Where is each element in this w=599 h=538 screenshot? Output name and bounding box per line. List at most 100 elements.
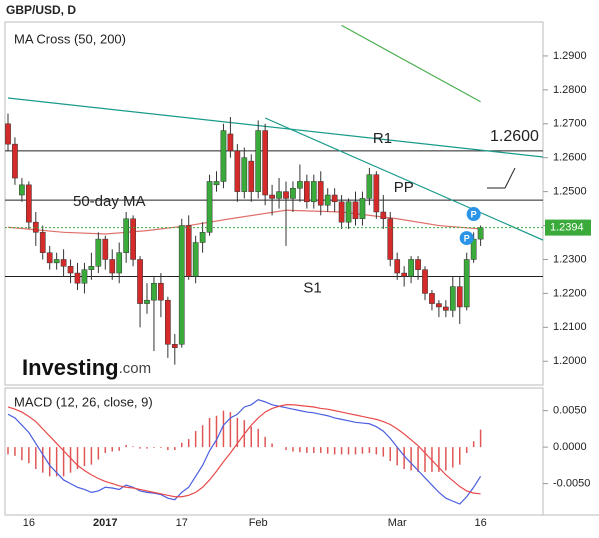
y-tick-label: 0.0050 — [553, 405, 587, 417]
candle-body — [324, 194, 331, 206]
candle-body — [171, 344, 178, 348]
candle-body — [345, 201, 352, 223]
candle-body — [366, 174, 373, 199]
candle-body — [380, 211, 387, 220]
candle-body — [436, 303, 442, 308]
candle-body — [26, 184, 32, 223]
candle-body — [262, 130, 268, 196]
macd-line — [7, 399, 482, 505]
y-tick-label: 1.2500 — [553, 186, 587, 198]
candle-body — [95, 238, 102, 267]
x-tick-label: Mar — [388, 517, 407, 529]
x-tick-label: 17 — [176, 517, 188, 529]
candle-body — [67, 266, 74, 274]
candle-body — [449, 286, 456, 311]
candle-body — [310, 181, 317, 203]
main-panel — [4, 21, 544, 386]
candle-body — [12, 143, 18, 179]
candle-body — [60, 259, 67, 267]
candle-body — [248, 160, 255, 192]
candle-body — [165, 299, 171, 345]
candle-body — [46, 252, 53, 264]
candle-body — [373, 174, 380, 213]
candle-body — [297, 181, 303, 189]
y-tick-label: 1.2600 — [553, 152, 587, 164]
candle-body — [456, 286, 463, 308]
candle-body — [401, 272, 407, 277]
indicator-line — [264, 117, 543, 241]
candle-body — [109, 259, 116, 274]
candle-body — [241, 157, 248, 192]
pivot-label: R1 — [373, 130, 392, 147]
candle-body — [19, 184, 25, 196]
pivot-label: PP — [394, 179, 414, 196]
candle-body — [443, 306, 449, 311]
candle-body — [220, 130, 227, 182]
candle-body — [199, 232, 206, 243]
annotation: 1.2600 — [490, 128, 539, 145]
y-tick-label: 1.2300 — [553, 253, 587, 265]
logo: Investing.com — [22, 355, 151, 380]
y-tick-label: 1.2700 — [553, 118, 587, 130]
indicator-line — [7, 209, 481, 235]
candle-body — [429, 293, 435, 304]
candle-body — [81, 269, 88, 284]
page-title: GBP/USD, D — [6, 3, 76, 17]
candle-body — [137, 259, 143, 304]
x-tick-label: 2017 — [93, 517, 117, 529]
candle-body — [158, 282, 164, 301]
candle-body — [116, 252, 123, 274]
y-tick-label: -0.0050 — [553, 478, 590, 490]
candle-body — [206, 181, 213, 233]
candle-body — [227, 133, 234, 152]
logo-name: Investing — [22, 355, 119, 380]
candle-body — [144, 299, 150, 304]
candle-body — [387, 218, 394, 260]
candle-body — [304, 181, 310, 203]
candle-body — [422, 269, 428, 294]
x-tick-label: 16 — [474, 517, 486, 529]
candle-body — [477, 227, 484, 240]
candle-body — [5, 123, 11, 145]
x-tick-label: 16 — [23, 517, 35, 529]
candle-body — [39, 232, 46, 253]
indicator-line — [341, 24, 481, 103]
y-tick-label: 1.2000 — [553, 355, 587, 367]
pivot-marker — [459, 231, 474, 246]
indicator-line — [7, 97, 543, 158]
candle-body — [178, 225, 185, 345]
candle-body — [185, 225, 192, 277]
y-tick-label: 1.2200 — [553, 287, 587, 299]
candle-body — [283, 191, 289, 199]
pivot-marker-label: P — [471, 209, 477, 219]
candle-body — [394, 259, 401, 274]
indicator-label: MA Cross (50, 200) — [14, 31, 126, 46]
current-price-label: 1.2394 — [550, 221, 584, 233]
candle-body — [317, 181, 324, 206]
y-tick-label: 1.2900 — [553, 50, 587, 62]
candle-body — [338, 201, 345, 223]
candle-body — [331, 194, 338, 203]
candle-body — [88, 266, 95, 270]
candle-body — [123, 218, 130, 253]
y-tick-label: 1.2100 — [553, 321, 587, 333]
y-tick-label: 0.0000 — [553, 441, 587, 453]
candle-body — [415, 259, 421, 270]
pivot-label: S1 — [303, 279, 321, 296]
annotation-pointer — [487, 167, 516, 189]
y-tick-label: 1.2800 — [553, 84, 587, 96]
candle-body — [352, 201, 359, 220]
current-price-box — [545, 219, 591, 236]
candle-body — [151, 282, 157, 301]
candle-body — [102, 238, 109, 260]
annotation: 50-day MA — [73, 193, 146, 210]
pivot-marker — [466, 207, 481, 222]
candle-body — [130, 218, 136, 260]
x-tick-label: Feb — [249, 517, 268, 529]
candle-body — [408, 259, 414, 277]
candle-body — [74, 272, 81, 284]
candle-body — [192, 242, 199, 277]
logo-suffix: .com — [119, 360, 152, 377]
candle-body — [276, 191, 282, 199]
